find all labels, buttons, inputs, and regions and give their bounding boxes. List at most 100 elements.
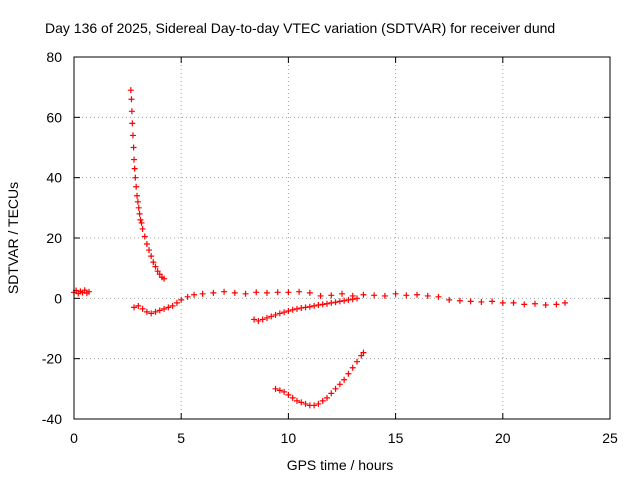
series-arc-rising (251, 295, 361, 324)
data-point (414, 291, 421, 298)
data-point (152, 263, 159, 270)
y-tick-label: 20 (46, 230, 62, 246)
data-point (302, 304, 309, 311)
data-point (531, 300, 538, 307)
data-point (274, 289, 281, 296)
data-point (285, 391, 292, 398)
data-point (358, 352, 365, 359)
chart-title: Day 136 of 2025, Sidereal Day-to-day VTE… (45, 20, 555, 36)
data-point (276, 310, 283, 317)
data-points (71, 87, 568, 409)
data-point (341, 376, 348, 383)
data-point (345, 296, 352, 303)
data-point (268, 313, 275, 320)
data-point (131, 304, 138, 311)
data-point (165, 304, 172, 311)
data-point (221, 288, 228, 295)
data-point (263, 289, 270, 296)
data-point (276, 387, 283, 394)
data-point (81, 287, 88, 294)
data-point (255, 317, 262, 324)
data-point (285, 289, 292, 296)
data-point (456, 297, 463, 304)
data-point (311, 302, 318, 309)
data-point (360, 349, 367, 356)
series-arc-start (71, 287, 93, 297)
data-point (298, 399, 305, 406)
data-point (139, 225, 146, 232)
y-tick-label: 0 (54, 290, 62, 306)
data-point (148, 253, 155, 260)
data-point (169, 302, 176, 309)
y-tick-label: -40 (42, 411, 62, 427)
y-tick-label: 60 (46, 109, 62, 125)
grid-lines (74, 57, 610, 419)
data-point (134, 198, 141, 205)
data-point (336, 298, 343, 305)
y-axis-title: SDTVAR / TECUs (5, 182, 21, 294)
data-point (263, 314, 270, 321)
data-point (298, 304, 305, 311)
data-point (173, 299, 180, 306)
x-tick-label: 20 (495, 430, 511, 446)
series-arc-descending (127, 87, 168, 282)
data-point (259, 316, 266, 323)
data-point (135, 302, 142, 309)
data-point (128, 108, 135, 115)
data-point (403, 292, 410, 299)
data-point (315, 301, 322, 308)
data-point (354, 295, 361, 302)
data-point (129, 132, 136, 139)
data-point (130, 144, 137, 151)
data-point (133, 183, 140, 190)
data-point (136, 210, 143, 217)
data-point (319, 397, 326, 404)
x-tick-label: 25 (602, 430, 618, 446)
y-axis-ticks: -40 -20 0 20 40 60 80 (42, 49, 610, 427)
data-point (210, 289, 217, 296)
data-point (132, 174, 139, 181)
series-arc-main (131, 288, 568, 317)
data-point (253, 289, 260, 296)
data-point (272, 311, 279, 318)
data-point (336, 381, 343, 388)
data-point (143, 308, 150, 315)
data-point (272, 385, 279, 392)
data-point (138, 219, 145, 226)
data-point (478, 298, 485, 305)
x-axis-ticks: 0 5 10 15 20 25 (70, 57, 618, 446)
y-tick-label: -20 (42, 351, 62, 367)
series-arc-lower (272, 349, 367, 409)
data-point (381, 292, 388, 299)
data-point (553, 301, 560, 308)
data-point (150, 259, 157, 266)
data-point (339, 290, 345, 297)
data-point (156, 271, 163, 278)
data-point (289, 306, 296, 313)
data-point (424, 292, 431, 299)
x-tick-label: 5 (177, 430, 185, 446)
data-point (242, 290, 249, 297)
data-point (446, 296, 453, 303)
data-point (154, 268, 161, 275)
x-tick-label: 15 (388, 430, 404, 446)
data-point (306, 303, 313, 310)
data-point (371, 292, 378, 299)
data-point (341, 297, 348, 304)
data-point (435, 293, 442, 300)
data-point (510, 299, 517, 306)
data-point (184, 293, 191, 300)
x-tick-label: 0 (70, 430, 78, 446)
data-point (489, 298, 496, 305)
data-point (152, 308, 159, 315)
data-point (328, 292, 335, 299)
data-point (231, 289, 238, 296)
data-point (199, 290, 206, 297)
data-point (499, 299, 506, 306)
data-point (360, 291, 367, 298)
data-point (328, 299, 335, 306)
data-point (141, 233, 148, 240)
data-point (323, 394, 330, 401)
data-point (285, 308, 292, 315)
